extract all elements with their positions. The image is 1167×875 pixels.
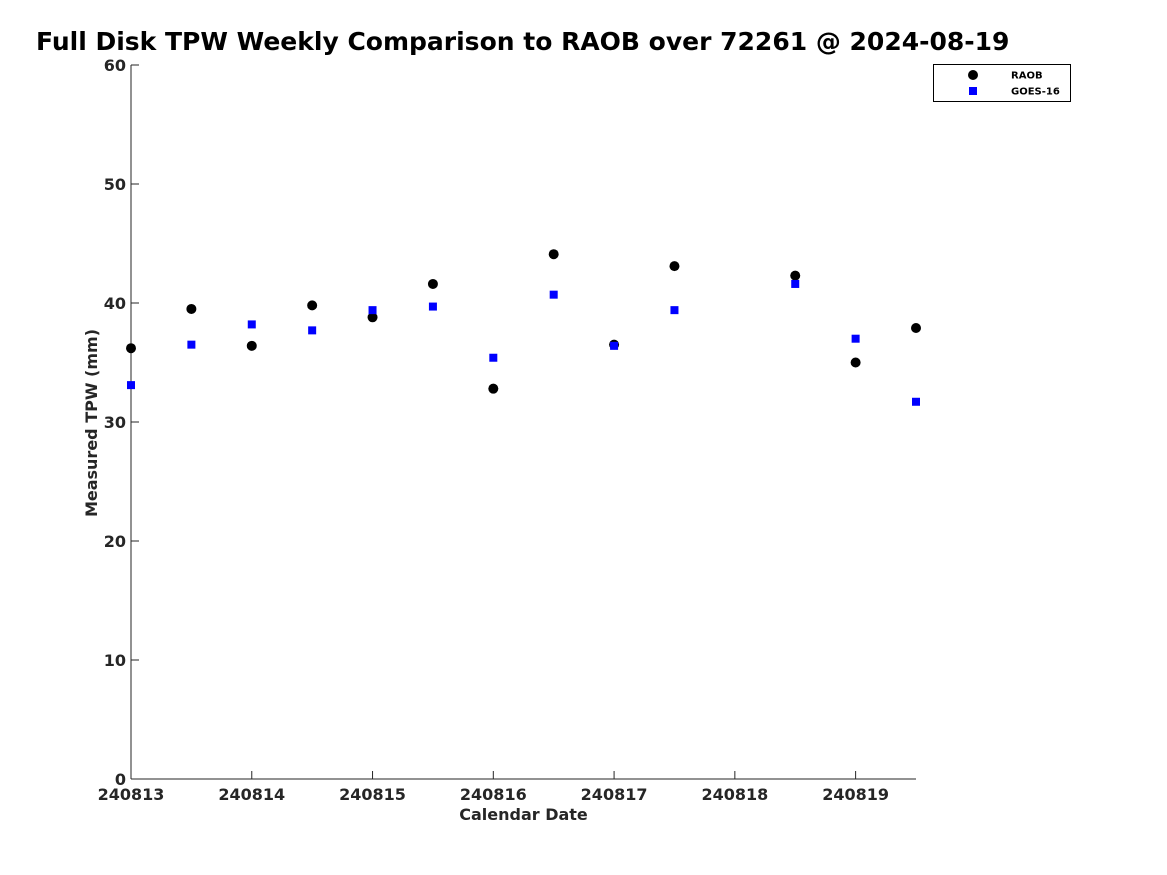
data-point-circle [488,383,499,394]
y-tick-label: 0 [115,770,126,789]
y-tick-label: 40 [104,294,126,313]
data-point-circle [186,303,197,314]
data-point-square [428,302,437,311]
data-point-circle [548,249,559,260]
y-axis-ticks: 0 10 20 30 40 50 60 [104,56,139,789]
data-point-circle [307,300,318,311]
x-tick-label: 240818 [701,785,768,804]
y-tick-label: 60 [104,56,126,75]
data-point-square [670,306,679,315]
legend-box [933,64,1071,102]
x-tick-label: 240816 [460,785,527,804]
legend-label: GOES-16 [1011,87,1060,98]
data-point-circle [246,340,257,351]
data-point-square [187,340,196,349]
data-point-square [549,290,558,299]
y-tick-label: 10 [104,651,126,670]
legend-marker-circle [968,70,978,80]
data-point-square [247,320,256,329]
data-point-circle [427,278,438,289]
data-point-square [912,397,920,406]
legend-label: RAOB [1011,71,1043,82]
x-tick-label: 240819 [822,785,889,804]
data-point-square [127,381,135,390]
data-point-circle [367,312,378,323]
data-point-circle [911,322,921,333]
y-tick-label: 50 [104,175,126,194]
legend: RAOB GOES-16 [933,64,1071,102]
data-point-circle [790,270,801,281]
data-point-square [308,326,317,335]
data-point-circle [850,357,861,368]
y-tick-label: 20 [104,532,126,551]
x-tick-label: 240817 [581,785,648,804]
data-point-square [610,341,619,350]
data-point-circle [669,261,680,272]
data-point-square [368,306,377,315]
y-axis-label: Measured TPW (mm) [82,329,101,517]
data-point-square [489,353,498,362]
x-axis-ticks: 240813 240814 240815 240816 240817 240818 2408… [98,771,889,804]
chart-title: Full Disk TPW Weekly Comparison to RAOB … [36,27,1010,56]
x-tick-label: 240813 [98,785,165,804]
legend-marker-square [969,87,977,95]
data-point-circle [126,343,136,354]
data-point-square [791,279,800,288]
y-tick-label: 30 [104,413,126,432]
axes [130,65,916,780]
x-axis-label: Calendar Date [459,805,588,824]
series-raob [126,249,921,394]
series-goes-16 [127,279,920,406]
data-point-square [851,334,860,343]
series-layer [126,249,921,406]
x-tick-label: 240814 [218,785,285,804]
x-tick-label: 240815 [339,785,406,804]
